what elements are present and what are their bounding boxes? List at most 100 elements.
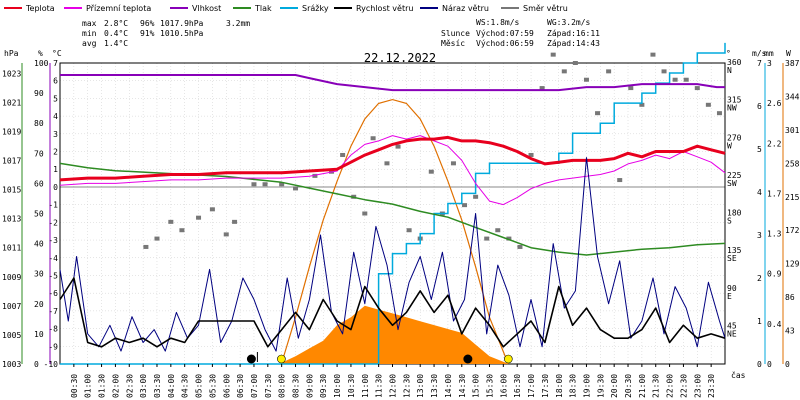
rain-tick-label: 0	[767, 360, 772, 369]
x-tick-label: 08:00	[278, 374, 287, 398]
wind-direction-point	[154, 236, 160, 241]
x-tick-label: 01:30	[98, 374, 107, 398]
x-tick-label: 14:30	[458, 374, 467, 398]
wind-direction-point	[262, 182, 268, 187]
sun-tick-label: 43	[785, 327, 795, 336]
pressure-tick-label: 1021	[2, 98, 21, 107]
axis-unit-sun: W	[786, 49, 791, 58]
x-tick-label: 08:30	[292, 374, 301, 398]
x-tick-label: 17:00	[527, 374, 536, 398]
humidity-tick-label: 50	[34, 210, 44, 219]
rain-tick-label: 2.2	[767, 139, 782, 148]
direction-tick-label: 315	[727, 96, 742, 105]
axis-unit-rain: mm	[764, 49, 774, 58]
x-tick-label: 22:30	[679, 374, 688, 398]
series-line-vlhkost	[60, 74, 725, 92]
sun-tick-label: 129	[785, 260, 800, 269]
x-tick-label: 15:30	[485, 374, 494, 398]
stat-avg-temp: 1.4°C	[104, 39, 128, 48]
direction-tick-label: 225	[727, 171, 742, 180]
x-tick-label: 16:00	[499, 374, 508, 398]
x-tick-label: 14:00	[444, 374, 453, 398]
wind-tick-label: 0	[757, 360, 762, 369]
wind-direction-point	[473, 194, 479, 199]
x-tick-label: 11:00	[361, 374, 370, 398]
wind-direction-point	[484, 236, 490, 241]
direction-tick-label: 360	[727, 58, 742, 67]
stat-moon-set: Západ:14:43	[547, 39, 600, 48]
wind-direction-point	[628, 86, 634, 91]
temperature-tick-label: 4	[53, 112, 58, 121]
wind-direction-point	[168, 219, 174, 224]
series-line-rychlostvtru	[59, 277, 726, 348]
wind-tick-label: 1	[757, 317, 762, 326]
temperature-tick-label: -7	[48, 307, 58, 316]
legend-label: Směr větru	[523, 4, 568, 13]
wind-direction-point	[639, 102, 645, 107]
wind-direction-point	[572, 61, 578, 65]
wind-direction-point	[370, 136, 376, 141]
wind-direction-point	[583, 77, 589, 82]
pressure-tick-label: 1019	[2, 127, 21, 136]
pressure-tick-label: 1007	[2, 302, 21, 311]
axis-unit-temperature: °C	[52, 49, 62, 58]
x-tick-label: 12:00	[389, 374, 398, 398]
wind-direction-point	[661, 69, 667, 74]
wind-direction-point	[617, 178, 623, 183]
x-tick-label: 18:30	[569, 374, 578, 398]
x-tick-label: 13:30	[430, 374, 439, 398]
legend-label: Srážky	[302, 4, 329, 13]
x-tick-label: 03:30	[153, 374, 162, 398]
wind-direction-point	[223, 232, 229, 237]
sun-tick-label: 387	[785, 59, 800, 68]
axis-unit-wind: m/s	[752, 49, 767, 58]
legend-label: Tlak	[254, 4, 272, 13]
direction-dir-label: NW	[727, 104, 737, 113]
legend-label: Rychlost větru	[356, 4, 413, 13]
humidity-tick-label: 0	[34, 360, 39, 369]
stat-min-label: min	[82, 29, 97, 38]
moonrise-marker	[246, 354, 256, 364]
sun-tick-label: 301	[785, 126, 800, 135]
humidity-tick-label: 70	[34, 149, 44, 158]
x-tick-label: 03:00	[139, 374, 148, 398]
temperature-tick-label: 2	[53, 148, 58, 157]
wind-direction-point	[279, 182, 285, 187]
stat-sun-set: Západ:16:11	[547, 29, 600, 38]
stat-min-hum: 91%	[140, 29, 155, 38]
pressure-tick-label: 1023	[2, 69, 21, 78]
wind-tick-label: 4	[757, 188, 762, 197]
chart-title: 22.12.2022	[364, 51, 436, 65]
x-tick-label: 13:00	[416, 374, 425, 398]
stat-max-rain: 3.2mm	[226, 19, 250, 28]
wind-direction-point	[517, 244, 523, 249]
stat-moon-label: Měsíc	[441, 39, 465, 48]
rain-tick-label: 0.9	[767, 270, 782, 279]
x-tick-label: 11:30	[375, 374, 384, 398]
pressure-tick-label: 1013	[2, 215, 21, 224]
rain-tick-label: 1.7	[767, 189, 782, 198]
series-line-pzemnteplota	[59, 135, 726, 206]
sun-tick-label: 86	[785, 293, 795, 302]
stat-sun-label: Slunce	[441, 29, 470, 38]
sunrise-marker	[277, 354, 286, 364]
axis-unit-direction: °	[726, 49, 731, 58]
wind-direction-point	[595, 111, 601, 116]
stat-moon-rise: Východ:06:59	[476, 39, 534, 48]
temperature-tick-label: -3	[48, 236, 58, 245]
sun-tick-label: 344	[785, 92, 800, 101]
direction-dir-label: N	[727, 66, 732, 75]
wind-direction-point	[561, 69, 567, 74]
temperature-tick-label: 1	[53, 165, 58, 174]
wind-tick-label: 7	[757, 59, 762, 68]
rain-tick-label: 3	[767, 59, 772, 68]
wind-tick-label: 3	[757, 231, 762, 240]
wind-direction-point	[672, 77, 678, 82]
x-tick-label: 18:00	[555, 374, 564, 398]
axes: 1003100510071009101110131015101710191021…	[2, 58, 800, 369]
wind-direction-point	[143, 244, 149, 249]
wind-direction-point	[406, 228, 412, 233]
axis-unit-labels: hPa% °C ° m/smm W	[4, 49, 791, 58]
x-tick-label: 10:30	[347, 374, 356, 398]
temperature-tick-label: -6	[48, 289, 58, 298]
